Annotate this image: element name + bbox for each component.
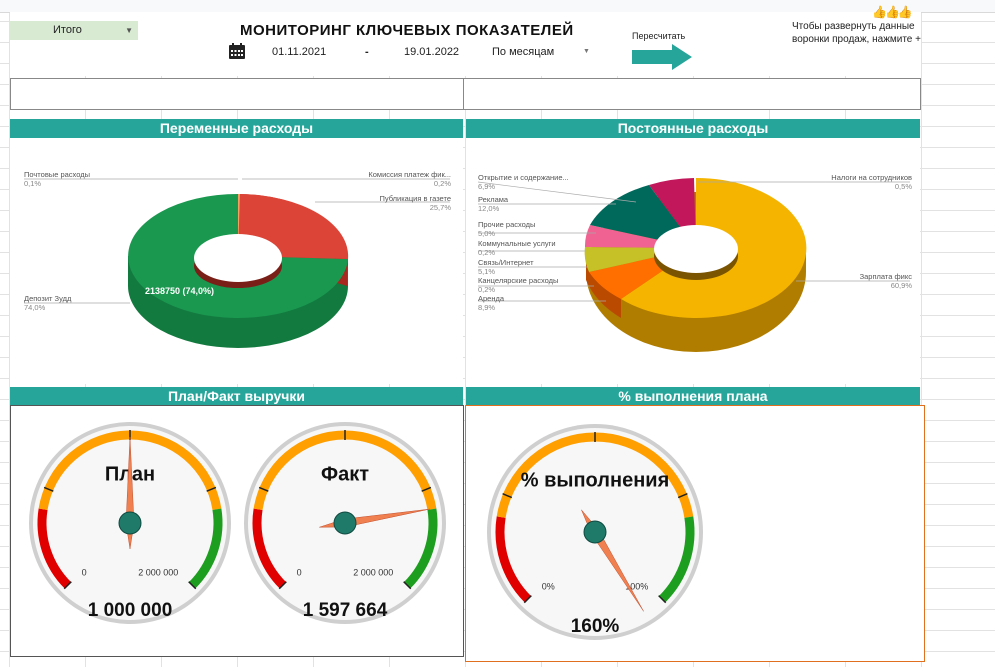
section-variable-header: Переменные расходы <box>10 119 463 138</box>
gauge-max-label: 100% <box>625 581 648 591</box>
gauge-min-label: 0 <box>82 567 87 577</box>
calendar-icon[interactable] <box>228 42 246 60</box>
chevron-down-icon: ▼ <box>125 26 133 35</box>
gauge-band <box>37 508 72 589</box>
section-pctplan-header: % выполнения плана <box>466 387 920 406</box>
gauge-title: % выполнения <box>521 470 669 492</box>
gauge-band <box>495 516 532 603</box>
pie-slice-deposit[interactable] <box>128 194 348 318</box>
gauge-hub <box>583 520 607 544</box>
gauge-tick <box>502 493 513 499</box>
gauge-band <box>658 516 695 603</box>
pie-label: Реклама 12,0% <box>478 195 509 213</box>
pie-hole <box>654 225 738 273</box>
pie-label: Аренда 8,9% <box>478 294 505 312</box>
gauge-hub <box>333 511 357 535</box>
period-select[interactable]: По месяцам <box>492 46 555 58</box>
hint-text: Чтобы развернуть данные воронки продаж, … <box>792 21 921 45</box>
gauge-tick <box>188 581 197 590</box>
gauge-value: 1 000 000 <box>88 600 173 621</box>
pie-label: Открытие и содержание... 6,9% <box>478 173 569 191</box>
gauge-tick <box>523 595 532 604</box>
pie-label: Коммунальные услуги 0,2% <box>478 239 556 257</box>
pie-label: Канцелярские расходы 0,2% <box>478 276 559 294</box>
pie-label: Депозит Зудд 74,0% <box>24 294 72 312</box>
gauge-max-label: 2 000 000 <box>353 567 393 577</box>
filter-dropdown[interactable]: Итого ▼ <box>10 21 138 40</box>
gauge-fact[interactable]: Факт 0 2 000 000 1 597 664 <box>237 420 453 630</box>
gauge-band <box>188 508 223 589</box>
pie-label: Налоги на сотрудников 0,5% <box>831 173 912 191</box>
gauge-tick <box>63 581 72 590</box>
pie-data-label: 2138750 (74,0%) <box>145 286 214 296</box>
gauge-value: 160% <box>571 616 620 637</box>
pie-label: Публикация в газете 25,7% <box>379 194 451 212</box>
pie-label: Комиссия платеж фик... 0,2% <box>368 170 451 188</box>
gauge-tick <box>403 581 412 590</box>
thumbs-up-icon: 👍👍👍 <box>872 5 913 19</box>
date-from[interactable]: 01.11.2021 <box>272 46 327 58</box>
blank-cell-divider <box>463 78 464 110</box>
gauge-band <box>403 508 438 589</box>
gauge-tick <box>258 486 269 492</box>
chevron-down-icon[interactable]: ▼ <box>583 48 590 55</box>
gauge-tick <box>206 486 217 492</box>
gauge-band <box>252 508 287 589</box>
date-separator: - <box>365 46 369 58</box>
gauge-tick <box>677 493 688 499</box>
pie-label: Почтовые расходы 0,1% <box>24 170 90 188</box>
gauge-tick <box>278 581 287 590</box>
pie-label: Зарплата фикс 60,9% <box>859 272 912 290</box>
filter-value: Итого <box>53 24 82 36</box>
pie-label: Связь/Интернет 5,1% <box>478 258 534 276</box>
gauge-hub <box>118 511 142 535</box>
variable-expenses-chart[interactable]: 2138750 (74,0%) Почтовые расходы 0,1% Ком… <box>10 138 463 384</box>
recalculate-arrow-button[interactable] <box>632 44 692 70</box>
gauge-min-label: 0% <box>542 581 555 591</box>
gauge-tick <box>421 486 432 492</box>
pie-label: Прочие расходы 5,0% <box>478 220 536 238</box>
gauge-max-label: 2 000 000 <box>138 567 178 577</box>
page-title: МОНИТОРИНГ КЛЮЧЕВЫХ ПОКАЗАТЕЛЕЙ <box>240 22 574 39</box>
variable-pie-svg: 2138750 (74,0%) <box>24 178 450 348</box>
fixed-pie-svg <box>477 177 910 352</box>
date-to[interactable]: 19.01.2022 <box>404 46 460 58</box>
pie-hole <box>194 234 282 282</box>
gauge-value: 1 597 664 <box>303 600 388 621</box>
header-panel <box>10 12 921 76</box>
leader-lines <box>477 181 910 302</box>
gauge-title: Факт <box>321 464 369 486</box>
gauge-min-label: 0 <box>297 567 302 577</box>
blank-cell-row <box>10 78 921 110</box>
gauge-tick <box>43 486 54 492</box>
section-fixed-header: Постоянные расходы <box>466 119 920 138</box>
recalc-label: Пересчитать <box>632 31 686 41</box>
fixed-expenses-chart[interactable]: Открытие и содержание... 6,9% Реклама 12,0… <box>466 138 920 384</box>
section-planfact-header: План/Факт выручки <box>10 387 463 406</box>
gauge-pct[interactable]: % выполнения 0% 100% 160% <box>480 422 710 646</box>
gauge-tick <box>658 595 667 604</box>
